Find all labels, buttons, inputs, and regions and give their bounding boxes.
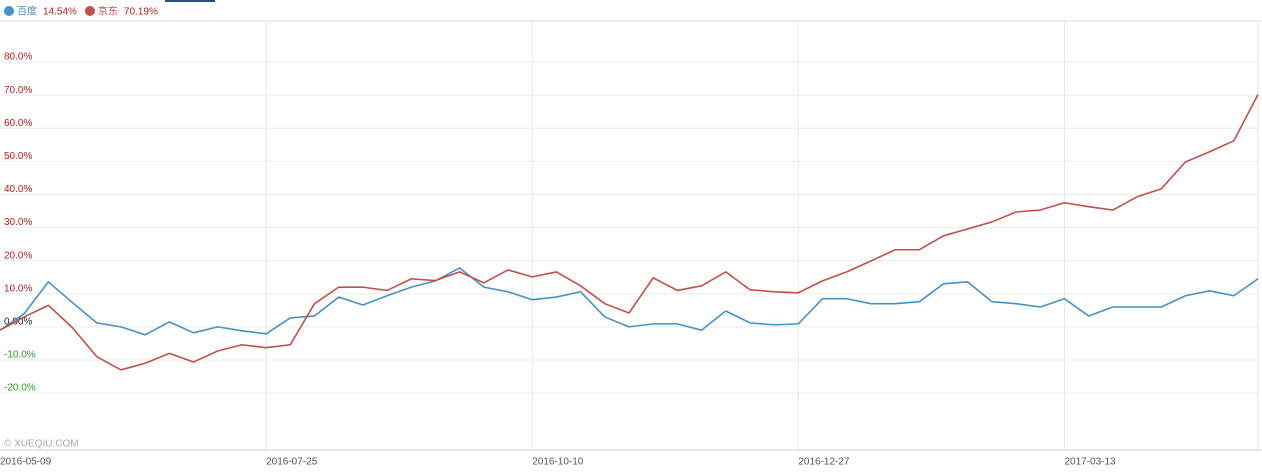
y-tick-label: 20.0% [4, 250, 32, 261]
legend-value: 14.54% [43, 7, 77, 18]
x-tick-label: 2016-12-27 [798, 457, 850, 468]
legend-marker [4, 6, 14, 16]
y-tick-label: 0.00% [4, 317, 32, 328]
y-tick-label: 80.0% [4, 52, 32, 63]
y-tick-label: 10.0% [4, 283, 32, 294]
legend-value: 70.19% [124, 7, 158, 18]
y-tick-label: 70.0% [4, 85, 32, 96]
y-tick-label: 50.0% [4, 151, 32, 162]
y-tick-label: 30.0% [4, 217, 32, 228]
x-tick-label: 2016-07-25 [266, 457, 318, 468]
x-tick-label: 2016-10-10 [532, 457, 584, 468]
watermark: © XUEQIU.COM [4, 439, 79, 450]
y-tick-label: 40.0% [4, 184, 32, 195]
y-tick-label: -10.0% [4, 350, 36, 361]
x-tick-label: 2016-05-09 [0, 457, 52, 468]
legend-marker [84, 6, 95, 16]
y-tick-label: 60.0% [4, 118, 32, 129]
series-line [0, 267, 1259, 336]
y-tick-label: -20.0% [4, 383, 36, 394]
legend-label: 京东 [98, 5, 118, 18]
x-tick-label: 2017-03-13 [1064, 457, 1116, 468]
tab-indicator [165, 0, 215, 2]
series-line [0, 94, 1259, 371]
legend-label: 百度 [17, 5, 37, 18]
